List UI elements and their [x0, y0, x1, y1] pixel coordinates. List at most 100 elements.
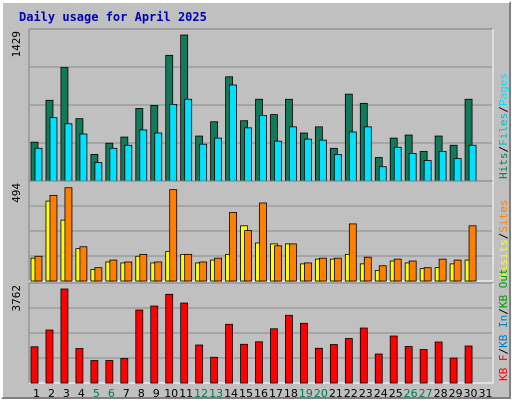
x-tick-label: 31: [479, 387, 493, 400]
ymax-label: 494: [10, 183, 23, 203]
x-tick-label: 19: [299, 387, 313, 400]
legend-item: KB Out: [497, 268, 510, 308]
legend-item: Hits: [497, 153, 510, 180]
bar-sites-day-30: [468, 225, 477, 282]
legend: KB F/KB In/KB Out: [497, 268, 510, 381]
legend-item: /: [497, 146, 510, 153]
bar-sites-day-14: [229, 212, 237, 282]
bar-kb-f-day-15: [240, 343, 248, 384]
x-tick-label: 16: [254, 387, 268, 400]
x-tick-label: 30: [464, 387, 478, 400]
bar-kb-f-day-24: [374, 353, 383, 384]
bar-kb-f-day-8: [135, 309, 144, 384]
bar-kb-f-day-30: [464, 345, 473, 384]
bar-sites-day-3: [64, 187, 73, 282]
x-tick-label: 1: [33, 387, 40, 400]
bar-sites-day-16: [259, 202, 267, 282]
x-tick-label: 3: [63, 387, 70, 400]
chart-title: Daily usage for April 2025: [19, 10, 207, 24]
bar-sites-day-4: [79, 246, 88, 282]
bar-kb-f-day-3: [60, 288, 69, 384]
x-tick-label: 12: [194, 387, 208, 400]
bar-kb-f-day-17: [270, 328, 278, 384]
bar-files-day-28: [438, 150, 447, 182]
bar-files-day-27: [423, 160, 432, 182]
bar-kb-f-day-2: [45, 329, 54, 384]
daily-usage-chart: Daily usage for April 2025 1429Hits/File…: [10, 10, 510, 400]
bar-kb-f-day-14: [225, 323, 233, 384]
bar-files-day-9: [154, 132, 163, 182]
x-tick-label: 6: [108, 387, 115, 400]
bar-kb-f-day-13: [210, 356, 219, 384]
bar-files-day-8: [139, 129, 148, 182]
bar-files-day-19: [304, 138, 312, 182]
x-tick-label: 26: [404, 387, 418, 400]
bar-files-day-21: [333, 154, 342, 182]
legend-item: Files: [497, 113, 510, 146]
x-tick-label: 2: [48, 387, 55, 400]
bar-sites-day-2: [49, 194, 58, 282]
x-tick-label: 21: [329, 387, 343, 400]
legend-item: KB F: [497, 355, 510, 382]
bar-sites-day-23: [363, 256, 372, 282]
bar-kb-f-day-29: [449, 357, 458, 384]
bar-files-day-30: [468, 144, 477, 182]
bar-files-day-22: [348, 131, 357, 182]
x-tick-label: 29: [449, 387, 463, 400]
legend-item: Pages: [497, 73, 510, 106]
bar-kb-f-day-4: [75, 348, 84, 384]
legend: Visits/Sites: [497, 200, 510, 280]
x-tick-label: 15: [239, 387, 253, 400]
bar-sites-day-24: [378, 265, 387, 282]
bar-sites-day-9: [154, 261, 163, 282]
bar-sites-day-28: [438, 258, 447, 282]
bar-files-day-24: [378, 166, 387, 182]
legend-item: KB In: [497, 315, 510, 348]
bar-kb-f-day-22: [344, 338, 353, 384]
bar-sites-day-12: [199, 261, 208, 282]
bar-sites-day-15: [244, 230, 252, 282]
bar-sites-day-11: [184, 253, 193, 282]
x-tick-label: 20: [314, 387, 328, 400]
legend: Hits/Files/Pages: [497, 73, 510, 179]
bar-sites-day-5: [94, 267, 103, 282]
bar-kb-f-day-12: [195, 344, 204, 384]
legend-item: Sites: [497, 200, 510, 233]
legend-item: /: [497, 233, 510, 240]
bar-kb-f-day-26: [404, 346, 413, 384]
legend-item: /: [497, 308, 510, 315]
bar-sites-day-7: [124, 261, 133, 282]
bar-files-day-7: [124, 144, 133, 182]
x-tick-label: 11: [179, 387, 193, 400]
x-tick-label: 9: [153, 387, 160, 400]
x-tick-label: 4: [78, 387, 85, 400]
x-tick-label: 13: [209, 387, 223, 400]
bar-files-day-5: [94, 162, 103, 182]
bar-kb-f-day-18: [285, 314, 293, 384]
bar-files-day-29: [453, 158, 462, 182]
bar-files-day-10: [169, 103, 178, 182]
bar-sites-day-26: [408, 260, 417, 282]
bar-files-day-15: [244, 127, 252, 182]
bar-kb-f-day-9: [150, 305, 159, 384]
bar-sites-day-27: [423, 267, 432, 282]
x-tick-label: 5: [93, 387, 100, 400]
bar-files-day-3: [64, 123, 73, 182]
x-tick-label: 14: [224, 387, 238, 400]
bar-kb-f-day-16: [255, 341, 263, 384]
bar-sites-day-18: [289, 243, 297, 282]
bar-sites-day-22: [348, 223, 357, 282]
bar-sites-day-13: [214, 257, 223, 282]
bar-sites-day-8: [139, 253, 148, 282]
bar-kb-f-day-6: [105, 360, 114, 384]
bar-sites-day-29: [453, 259, 462, 282]
bar-files-day-11: [184, 98, 193, 182]
x-tick-label: 23: [359, 387, 373, 400]
legend-item: /: [497, 348, 510, 355]
legend-item: /: [497, 106, 510, 113]
x-tick-label: 8: [138, 387, 145, 400]
bar-files-day-20: [318, 139, 327, 182]
bar-kb-f-day-28: [434, 341, 443, 384]
bar-sites-day-20: [318, 257, 327, 282]
